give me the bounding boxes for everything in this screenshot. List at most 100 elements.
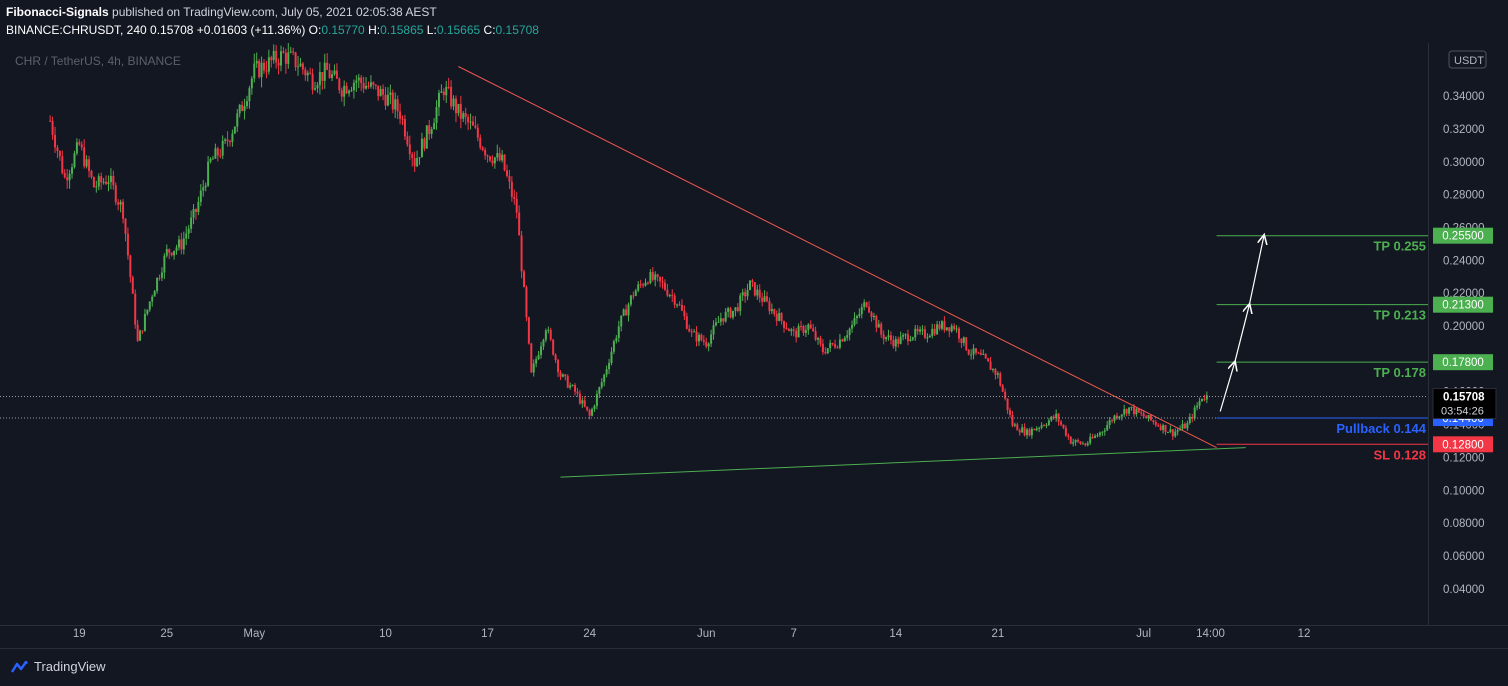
- candle-down: [277, 62, 280, 66]
- candle-up: [1205, 395, 1208, 400]
- price-chart[interactable]: 0.340000.320000.300000.280000.260000.240…: [0, 43, 1508, 648]
- y-tick-label: 0.28000: [1443, 190, 1485, 202]
- candle-up: [1026, 429, 1029, 436]
- candle-up: [598, 387, 601, 394]
- x-tick-label: 10: [379, 628, 392, 640]
- publish-info: published on TradingView.com, July 05, 2…: [112, 5, 437, 19]
- candle-down: [1028, 429, 1031, 436]
- x-tick-label: 24: [583, 628, 596, 640]
- x-tick-label: 25: [160, 628, 173, 640]
- candle-up: [95, 186, 98, 188]
- candle-down: [321, 72, 324, 81]
- candle-down: [1043, 425, 1046, 427]
- candle-up: [1050, 416, 1053, 421]
- candle-down: [753, 282, 756, 296]
- candle-down: [775, 313, 778, 321]
- symbol-name[interactable]: BINANCE:CHRUSDT, 240: [6, 23, 147, 37]
- tradingview-logo[interactable]: TradingView: [8, 659, 106, 674]
- candle-down: [114, 185, 117, 203]
- candle-up: [605, 369, 608, 375]
- candle-up: [1162, 425, 1165, 430]
- candle-down: [1011, 414, 1014, 426]
- candle-down: [841, 339, 844, 342]
- candle-down: [1111, 420, 1114, 422]
- candles: [49, 43, 1208, 447]
- low-label: L:: [426, 23, 437, 37]
- candle-down: [481, 147, 484, 150]
- candle-down: [49, 120, 52, 122]
- candle-up: [1198, 401, 1201, 406]
- candle-up: [280, 51, 283, 66]
- candle-up: [992, 369, 994, 371]
- candle-down: [78, 142, 81, 145]
- candle-down: [326, 62, 329, 70]
- candle-down: [1009, 410, 1012, 415]
- candle-up: [343, 85, 346, 97]
- candle-up: [425, 125, 428, 149]
- candle-up: [348, 90, 351, 94]
- candle-up: [1196, 405, 1199, 408]
- candle-down: [90, 170, 93, 178]
- author-name[interactable]: Fibonacci-Signals: [6, 5, 109, 19]
- candle-up: [163, 255, 166, 273]
- candle-up: [323, 62, 326, 81]
- candle-down: [226, 139, 229, 142]
- candle-up: [394, 99, 397, 110]
- candle-up: [1089, 436, 1092, 444]
- candle-down: [773, 309, 776, 314]
- candle-down: [134, 293, 137, 325]
- candle-up: [887, 335, 890, 338]
- level-label: TP 0.213: [1373, 308, 1426, 323]
- candle-up: [741, 292, 744, 296]
- candle-up: [71, 167, 74, 174]
- candle-up: [885, 337, 888, 340]
- candle-up: [435, 107, 438, 123]
- candle-up: [267, 57, 270, 72]
- candle-down: [88, 159, 91, 171]
- candle-down: [729, 308, 732, 318]
- candle-up: [770, 309, 773, 312]
- candle-up: [1040, 425, 1043, 428]
- candle-down: [1149, 415, 1152, 421]
- candle-up: [420, 138, 423, 158]
- candle-down: [374, 84, 377, 86]
- candle-up: [255, 60, 258, 64]
- x-tick-label: 19: [73, 628, 86, 640]
- open-label: O:: [308, 23, 322, 37]
- candle-down: [360, 77, 363, 84]
- candle-down: [311, 73, 314, 90]
- candle-down: [868, 306, 871, 313]
- candle-up: [418, 157, 421, 159]
- candle-up: [1123, 409, 1126, 415]
- candle-up: [352, 82, 355, 91]
- candle-up: [1186, 422, 1189, 429]
- level-label: TP 0.178: [1373, 365, 1426, 380]
- candle-up: [877, 323, 880, 328]
- candle-down: [965, 337, 968, 350]
- candle-down: [780, 313, 783, 321]
- candle-down: [1016, 424, 1019, 431]
- candle-up: [1166, 432, 1169, 434]
- candle-up: [238, 104, 241, 114]
- candle-down: [423, 138, 426, 149]
- y-tick-label: 0.20000: [1443, 321, 1485, 333]
- candle-down: [219, 155, 222, 157]
- candle-up: [593, 405, 596, 409]
- candle-up: [1038, 427, 1041, 429]
- candle-up: [107, 182, 110, 184]
- candle-down: [892, 339, 895, 347]
- candle-up: [272, 50, 275, 61]
- candle-down: [1023, 427, 1026, 436]
- candle-down: [275, 50, 278, 63]
- candle-up: [379, 88, 382, 97]
- candle-down: [518, 212, 521, 236]
- candle-up: [719, 318, 722, 322]
- candle-up: [697, 334, 700, 342]
- candle-down: [372, 82, 375, 85]
- candle-up: [440, 91, 443, 93]
- candle-up: [804, 330, 807, 333]
- candle-down: [761, 297, 764, 302]
- candle-up: [710, 334, 713, 344]
- candle-up: [173, 250, 176, 256]
- candle-up: [763, 296, 766, 302]
